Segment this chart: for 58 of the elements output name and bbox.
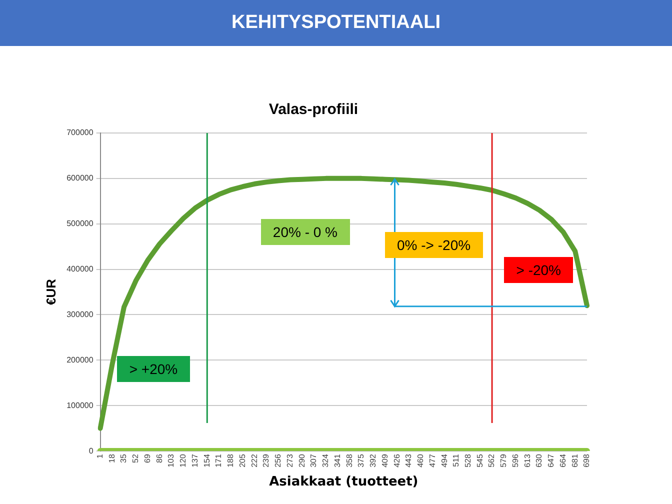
annotation: 0% -> -20% xyxy=(385,232,483,258)
x-tick-label: 188 xyxy=(226,454,236,468)
y-tick-label: 400000 xyxy=(66,264,94,274)
x-tick-label: 86 xyxy=(154,454,164,463)
y-tick-label: 700000 xyxy=(66,128,94,138)
x-tick-label: 647 xyxy=(546,454,556,468)
x-tick-label: 290 xyxy=(297,454,306,468)
x-tick-label: 35 xyxy=(119,454,128,463)
x-tick-label: 154 xyxy=(202,454,212,468)
x-tick-label: 171 xyxy=(214,454,224,468)
annotation: > +20% xyxy=(117,356,190,382)
x-tick-label: 664 xyxy=(558,454,568,468)
y-tick-label: 300000 xyxy=(66,310,94,319)
x-tick-label: 69 xyxy=(142,454,152,463)
x-tick-label: 1 xyxy=(96,454,104,459)
x-tick-label: 52 xyxy=(131,454,140,463)
x-tick-label: 103 xyxy=(166,454,176,468)
x-tick-label: 409 xyxy=(380,454,390,468)
x-tick-label: 511 xyxy=(452,454,461,467)
x-tick-label: 596 xyxy=(510,454,520,468)
y-axis-title: €UR xyxy=(43,278,58,306)
x-tick-label: 613 xyxy=(522,454,532,468)
x-tick-label: 324 xyxy=(321,454,330,468)
x-tick-label: 494 xyxy=(440,454,449,468)
x-tick-label: 120 xyxy=(178,454,188,468)
x-axis-title: Asiakkaat (tuotteet) xyxy=(269,474,418,490)
x-tick-label: 545 xyxy=(475,454,484,468)
x-tick-label: 273 xyxy=(285,454,294,468)
y-tick-label: 500000 xyxy=(66,219,94,228)
x-tick-label: 443 xyxy=(404,454,414,468)
y-tick-label: 100000 xyxy=(66,400,94,410)
x-tick-label: 358 xyxy=(344,454,354,468)
y-tick-label: 0 xyxy=(88,446,94,456)
x-tick-label: 681 xyxy=(570,454,580,468)
chart-title: KEHITYSPOTENTIAALI xyxy=(0,0,672,46)
x-tick-label: 137 xyxy=(190,454,200,468)
x-tick-label: 460 xyxy=(416,454,426,468)
x-tick-label: 375 xyxy=(356,454,366,468)
x-tick-label: 579 xyxy=(499,454,508,468)
annotation: 20% - 0 % xyxy=(260,218,350,245)
x-tick-label: 426 xyxy=(392,454,402,468)
x-tick-label: 205 xyxy=(238,454,247,468)
x-tick-label: 341 xyxy=(332,454,342,468)
x-tick-label: 477 xyxy=(428,454,437,468)
x-tick-label: 392 xyxy=(368,454,378,468)
x-tick-label: 222 xyxy=(250,454,259,468)
y-tick-label: 200000 xyxy=(66,355,94,364)
y-tick-label: 600000 xyxy=(66,174,94,183)
chart-subtitle: Valas-profiili xyxy=(268,101,358,118)
annotation: > -20% xyxy=(504,257,573,284)
x-tick-label: 528 xyxy=(463,454,472,468)
x-tick-label: 18 xyxy=(107,454,116,463)
x-tick-label: 562 xyxy=(487,454,496,468)
x-tick-label: 698 xyxy=(582,454,592,468)
x-tick-label: 256 xyxy=(274,454,283,468)
x-tick-label: 630 xyxy=(534,454,544,468)
x-tick-label: 239 xyxy=(262,454,271,468)
x-tick-label: 307 xyxy=(309,454,318,468)
